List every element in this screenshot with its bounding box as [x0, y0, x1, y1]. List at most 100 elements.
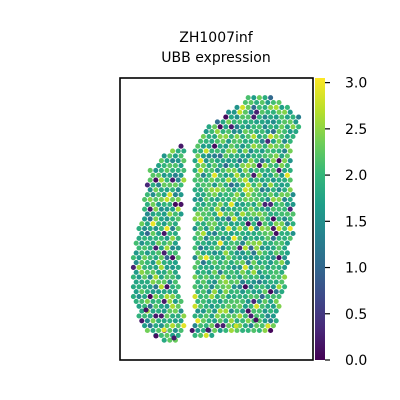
expression-spot [136, 284, 142, 290]
expression-spot [254, 303, 260, 309]
expression-spot [254, 187, 260, 193]
expression-spot [142, 255, 148, 261]
expression-spot [259, 226, 265, 232]
expression-spot [144, 211, 150, 217]
expression-spot [251, 104, 257, 110]
expression-spot [265, 206, 271, 212]
expression-spot [237, 167, 243, 173]
expression-spot [284, 230, 290, 237]
expression-spot [150, 230, 156, 237]
expression-spot [144, 279, 150, 285]
expression-spot [268, 250, 274, 256]
expression-spot [228, 211, 234, 217]
expression-spot [259, 255, 265, 261]
expression-spot [167, 279, 173, 285]
expression-spot [223, 260, 229, 266]
expression-spot [133, 250, 139, 256]
expression-spot [195, 182, 201, 188]
expression-spot [254, 226, 260, 232]
expression-spot [214, 196, 220, 203]
expression-spot [284, 133, 290, 140]
expression-spot [147, 255, 153, 261]
expression-spot [226, 129, 232, 135]
expression-spot [164, 303, 170, 309]
expression-spot [228, 260, 234, 266]
expression-spot [242, 264, 248, 270]
expression-spot [178, 318, 184, 324]
expression-spot [223, 298, 229, 304]
expression-spot [284, 153, 290, 159]
expression-spot [200, 182, 206, 188]
expression-spot [237, 226, 243, 232]
expression-spot [279, 192, 285, 198]
expression-spot [268, 153, 274, 159]
expression-spot [248, 323, 254, 329]
expression-spot [279, 289, 285, 295]
expression-spot [209, 274, 215, 280]
expression-spot [214, 148, 220, 154]
expression-spot [167, 192, 173, 198]
expression-spot [256, 298, 262, 304]
expression-spot [262, 95, 268, 101]
expression-spot [265, 216, 271, 222]
expression-spot [198, 216, 204, 222]
expression-spot [245, 143, 251, 149]
expression-spot [156, 201, 162, 207]
expression-spot [231, 274, 237, 280]
expression-spot [214, 284, 220, 290]
expression-spot [242, 226, 248, 232]
expression-spot [273, 318, 279, 324]
expression-spot [209, 284, 215, 290]
expression-spot [158, 303, 164, 309]
expression-spot [251, 308, 257, 314]
expression-spot [234, 269, 240, 275]
expression-spot [282, 235, 288, 241]
expression-spot [282, 109, 288, 115]
expression-spot [237, 264, 243, 270]
expression-spot [161, 163, 167, 169]
expression-spot [144, 240, 150, 246]
expression-spot [268, 114, 274, 120]
expression-spot [251, 260, 257, 266]
expression-spot [248, 226, 254, 232]
expression-spot [265, 167, 271, 173]
expression-spot [237, 323, 243, 329]
expression-spot [147, 303, 153, 309]
expression-spot [209, 323, 215, 329]
expression-spot [142, 284, 148, 290]
expression-spot [175, 294, 181, 300]
expression-spot [172, 182, 178, 188]
expression-spot [178, 327, 184, 334]
expression-spot [220, 264, 226, 270]
expression-spot [279, 124, 285, 130]
expression-spot [214, 216, 220, 222]
expression-spot [237, 119, 243, 125]
expression-spot [245, 260, 251, 266]
expression-spot [156, 318, 162, 324]
expression-spot [170, 167, 176, 173]
expression-spot [237, 196, 243, 203]
expression-spot [240, 327, 246, 334]
expression-spot [167, 201, 173, 207]
expression-spot [273, 133, 279, 140]
expression-spot [265, 138, 271, 144]
expression-spot [276, 226, 282, 232]
expression-spot [234, 211, 240, 217]
expression-spot [212, 260, 218, 266]
expression-spot [287, 187, 293, 193]
expression-spot [206, 260, 212, 266]
expression-spot [245, 114, 251, 120]
expression-spot [240, 163, 246, 169]
expression-spot [158, 332, 164, 338]
expression-spot [268, 289, 274, 295]
expression-spot [259, 245, 265, 251]
expression-spot [200, 289, 206, 295]
expression-spot [282, 148, 288, 154]
expression-spot [279, 250, 285, 256]
expression-spot [167, 230, 173, 237]
expression-spot [195, 250, 201, 256]
expression-spot [259, 313, 265, 319]
expression-spot [251, 124, 257, 130]
expression-spot [254, 284, 260, 290]
expression-spot [167, 163, 173, 169]
